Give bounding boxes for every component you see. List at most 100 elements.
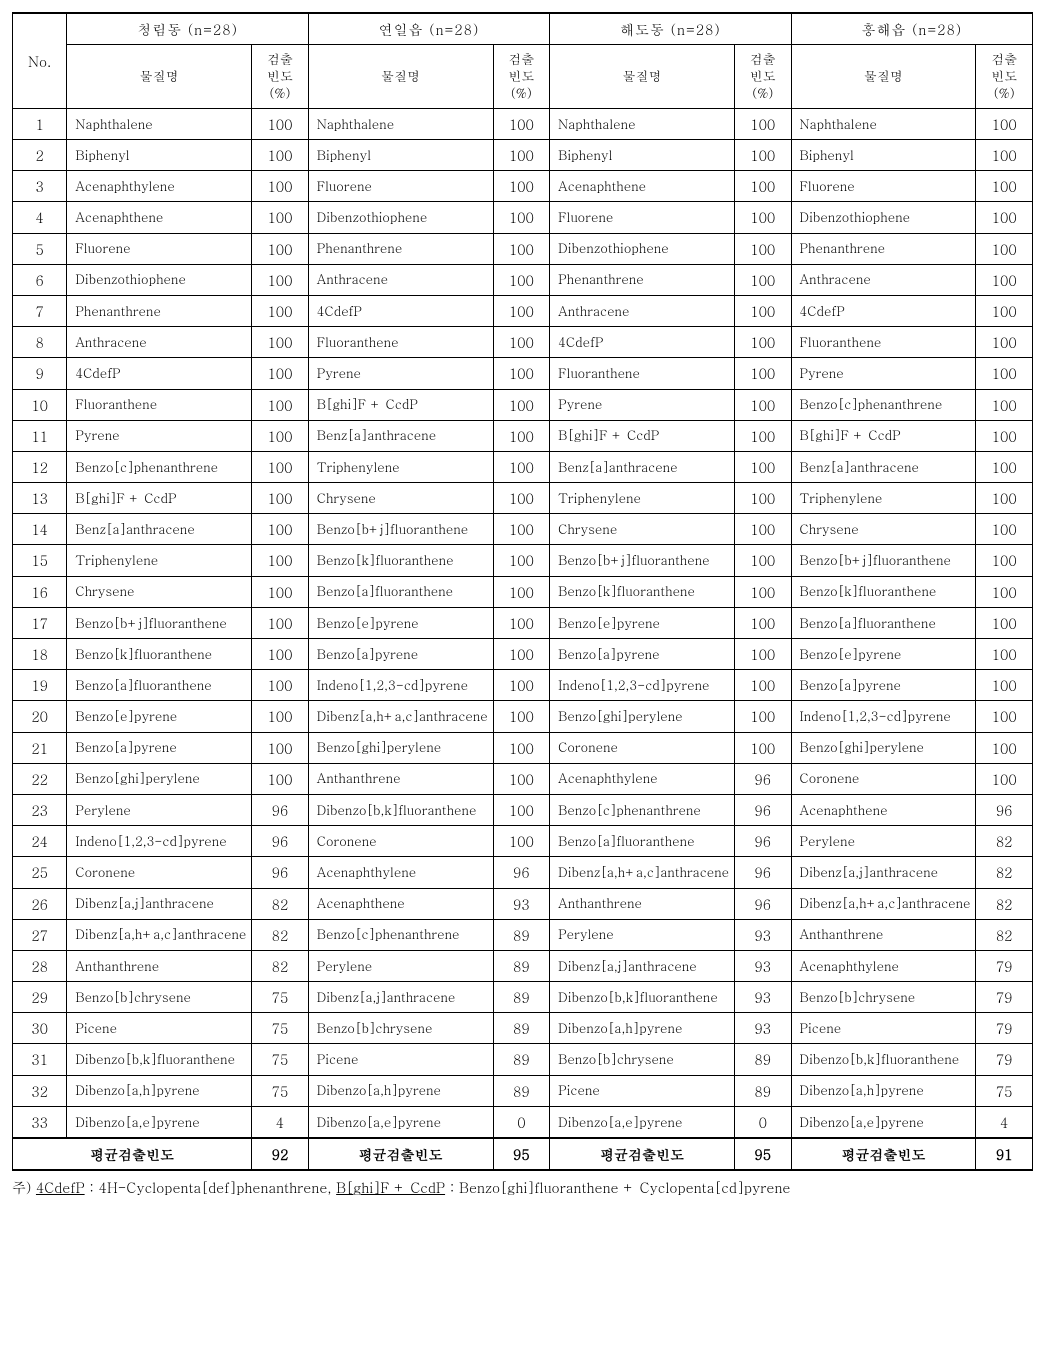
cell-name: B[ghi]F + CcdP [550, 420, 735, 451]
cell-name: Perylene [67, 794, 252, 825]
cell-freq: 96 [734, 794, 791, 825]
summary-freq-3: 91 [976, 1138, 1033, 1170]
cell-freq: 96 [252, 794, 309, 825]
footnote-mid-1: : 4H-Cyclopenta[def]phenanthrene, [85, 1177, 337, 1197]
cell-name: Benzo[b]chrysene [791, 982, 976, 1013]
cell-name: Dibenzo[a,h]pyrene [67, 1075, 252, 1106]
cell-name: Indeno[1,2,3-cd]pyrene [791, 701, 976, 732]
table-row: 18Benzo[k]fluoranthene100Benzo[a]pyrene1… [13, 639, 1033, 670]
cell-name: Benzo[a]fluoranthene [308, 576, 493, 607]
cell-freq: 96 [252, 857, 309, 888]
table-row: 1Naphthalene100Naphthalene100Naphthalene… [13, 108, 1033, 139]
cell-name: Indeno[1,2,3-cd]pyrene [67, 826, 252, 857]
cell-freq: 82 [976, 826, 1033, 857]
cell-name: Anthracene [67, 327, 252, 358]
cell-name: Benzo[e]pyrene [791, 639, 976, 670]
cell-name: Benzo[b+j]fluoranthene [550, 545, 735, 576]
cell-name: Acenaphthylene [308, 857, 493, 888]
cell-freq: 100 [252, 295, 309, 326]
col-header-freq-0: 검출빈도(%) [252, 45, 309, 109]
table-row: 94CdefP100Pyrene100Fluoranthene100Pyrene… [13, 358, 1033, 389]
cell-name: Anthanthrene [308, 763, 493, 794]
cell-no: 33 [13, 1106, 67, 1138]
cell-freq: 100 [734, 483, 791, 514]
cell-freq: 100 [252, 358, 309, 389]
cell-freq: 100 [493, 140, 550, 171]
cell-name: B[ghi]F + CcdP [308, 389, 493, 420]
cell-freq: 82 [252, 950, 309, 981]
cell-freq: 100 [976, 763, 1033, 794]
cell-name: Benzo[k]fluoranthene [791, 576, 976, 607]
cell-name: Dibenzo[b,k]fluoranthene [791, 1044, 976, 1075]
detection-frequency-table: No. 청림동 (n=28) 연일읍 (n=28) 해도동 (n=28) 흥해읍… [12, 12, 1033, 1171]
cell-no: 6 [13, 264, 67, 295]
cell-name: Benzo[k]fluoranthene [550, 576, 735, 607]
table-row: 31Dibenzo[b,k]fluoranthene75Picene89Benz… [13, 1044, 1033, 1075]
cell-freq: 100 [493, 389, 550, 420]
cell-freq: 100 [252, 108, 309, 139]
cell-freq: 93 [493, 888, 550, 919]
table-row: 11Pyrene100Benz[a]anthracene100B[ghi]F +… [13, 420, 1033, 451]
table-row: 3Acenaphthylene100Fluorene100Acenaphthen… [13, 171, 1033, 202]
cell-name: Dibenzo[b,k]fluoranthene [67, 1044, 252, 1075]
cell-freq: 100 [252, 701, 309, 732]
cell-name: Picene [791, 1013, 976, 1044]
cell-freq: 100 [493, 514, 550, 545]
cell-freq: 100 [734, 202, 791, 233]
cell-name: Dibenzo[b,k]fluoranthene [550, 982, 735, 1013]
footnote-mid-2: : Benzo[ghi]fluoranthene + Cyclopenta[cd… [445, 1177, 790, 1197]
cell-no: 16 [13, 576, 67, 607]
cell-no: 32 [13, 1075, 67, 1106]
cell-no: 14 [13, 514, 67, 545]
summary-freq-0: 92 [252, 1138, 309, 1170]
header-row-regions: No. 청림동 (n=28) 연일읍 (n=28) 해도동 (n=28) 흥해읍… [13, 13, 1033, 45]
cell-name: Dibenzothiophene [67, 264, 252, 295]
col-header-name-2: 물질명 [550, 45, 735, 109]
summary-label-2: 평균검출빈도 [550, 1138, 735, 1170]
cell-name: Dibenzo[a,h]pyrene [791, 1075, 976, 1106]
cell-freq: 93 [734, 982, 791, 1013]
table-row: 16Chrysene100Benzo[a]fluoranthene100Benz… [13, 576, 1033, 607]
cell-name: Coronene [67, 857, 252, 888]
cell-no: 22 [13, 763, 67, 794]
col-header-name-0: 물질명 [67, 45, 252, 109]
cell-freq: 100 [976, 576, 1033, 607]
cell-freq: 100 [493, 826, 550, 857]
cell-no: 10 [13, 389, 67, 420]
cell-name: 4CdefP [308, 295, 493, 326]
cell-freq: 82 [976, 919, 1033, 950]
region-header-0: 청림동 (n=28) [67, 13, 308, 45]
cell-name: Triphenylene [550, 483, 735, 514]
cell-name: Benzo[a]fluoranthene [550, 826, 735, 857]
cell-name: Benzo[a]fluoranthene [791, 607, 976, 638]
cell-freq: 100 [493, 794, 550, 825]
cell-name: Indeno[1,2,3-cd]pyrene [550, 670, 735, 701]
cell-name: Benzo[b]chrysene [550, 1044, 735, 1075]
table-row: 30Picene75Benzo[b]chrysene89Dibenzo[a,h]… [13, 1013, 1033, 1044]
cell-name: Benzo[a]pyrene [67, 732, 252, 763]
cell-freq: 100 [734, 327, 791, 358]
cell-name: Benzo[c]phenanthrene [550, 794, 735, 825]
cell-name: Benzo[b]chrysene [67, 982, 252, 1013]
cell-freq: 100 [976, 607, 1033, 638]
cell-freq: 100 [493, 108, 550, 139]
cell-freq: 100 [976, 389, 1033, 420]
cell-name: Acenaphthylene [550, 763, 735, 794]
cell-name: Fluorene [791, 171, 976, 202]
cell-no: 15 [13, 545, 67, 576]
cell-name: Fluorene [67, 233, 252, 264]
cell-name: Phenanthrene [67, 295, 252, 326]
cell-freq: 75 [252, 1044, 309, 1075]
cell-name: Coronene [550, 732, 735, 763]
cell-no: 31 [13, 1044, 67, 1075]
cell-name: Biphenyl [791, 140, 976, 171]
region-header-2: 해도동 (n=28) [550, 13, 791, 45]
cell-freq: 96 [493, 857, 550, 888]
cell-freq: 100 [734, 701, 791, 732]
cell-freq: 100 [976, 140, 1033, 171]
cell-freq: 100 [493, 639, 550, 670]
table-row: 13B[ghi]F + CcdP100Chrysene100Triphenyle… [13, 483, 1033, 514]
cell-freq: 100 [493, 327, 550, 358]
cell-name: Picene [308, 1044, 493, 1075]
cell-freq: 100 [252, 732, 309, 763]
